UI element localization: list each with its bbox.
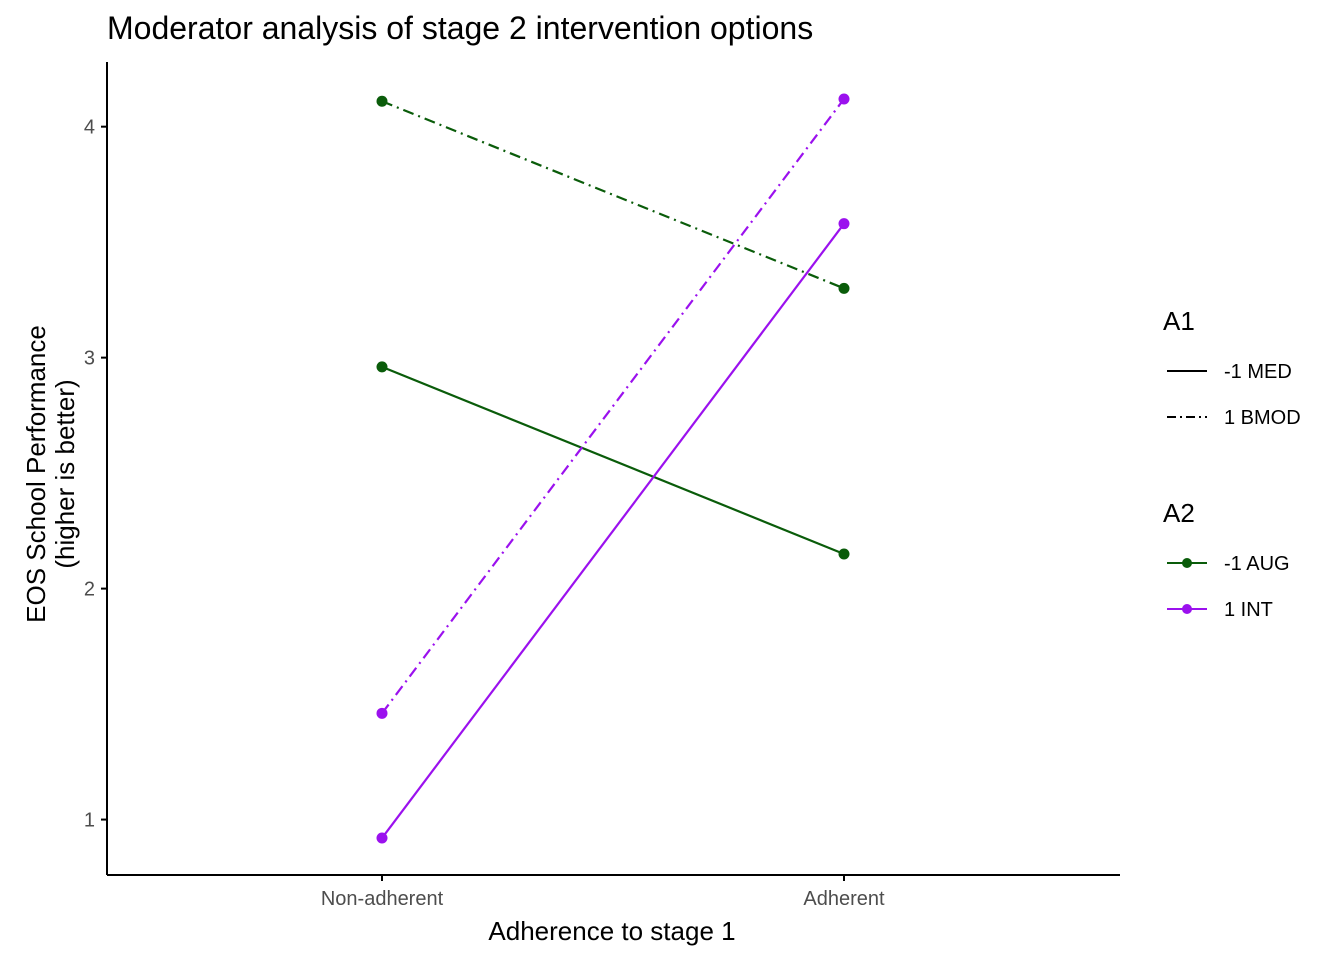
series-3 — [376, 218, 850, 844]
series-4 — [376, 93, 850, 719]
y-tick-label: 3 — [84, 348, 95, 370]
chart-title: Moderator analysis of stage 2 interventi… — [107, 10, 813, 46]
x-ticks: Non-adherent Adherent — [321, 875, 885, 910]
data-point — [376, 707, 388, 719]
axes — [106, 62, 1120, 876]
legend-a1-label-med: -1 MED — [1224, 361, 1292, 383]
data-point — [838, 93, 850, 105]
x-tick-label: Adherent — [803, 888, 885, 910]
series-1 — [376, 361, 850, 560]
legend: A1 -1 MED 1 BMOD A2 -1 AUG 1 INT — [1163, 306, 1301, 621]
data-point — [376, 361, 388, 373]
series-group — [376, 93, 850, 844]
y-tick-label: 4 — [84, 117, 95, 139]
x-tick-label: Non-adherent — [321, 888, 444, 910]
series-line — [381, 100, 845, 290]
legend-a2-aug-marker — [1182, 558, 1192, 568]
series-2 — [376, 95, 850, 294]
x-axis-title: Adherence to stage 1 — [488, 916, 735, 946]
y-ticks: 1 2 3 4 — [84, 117, 107, 832]
series-line — [381, 365, 845, 555]
legend-a1-title: A1 — [1163, 306, 1195, 336]
y-tick-label: 2 — [84, 579, 95, 601]
data-point — [376, 95, 388, 107]
series-line — [381, 223, 845, 839]
data-point — [838, 282, 850, 294]
legend-a1-label-bmod: 1 BMOD — [1224, 407, 1301, 429]
legend-a2-label-aug: -1 AUG — [1224, 553, 1290, 575]
data-point — [838, 548, 850, 560]
legend-a2-int-marker — [1182, 604, 1192, 614]
data-point — [838, 218, 850, 230]
series-line — [381, 98, 845, 714]
legend-a2-label-int: 1 INT — [1224, 599, 1273, 621]
y-axis-title-line-1: EOS School Performance — [21, 325, 51, 623]
data-point — [376, 832, 388, 844]
y-axis-title-line-2: (higher is better) — [50, 379, 80, 568]
y-tick-label: 1 — [84, 810, 95, 832]
y-axis-title: EOS School Performance (higher is better… — [21, 325, 80, 623]
legend-a2-title: A2 — [1163, 498, 1195, 528]
